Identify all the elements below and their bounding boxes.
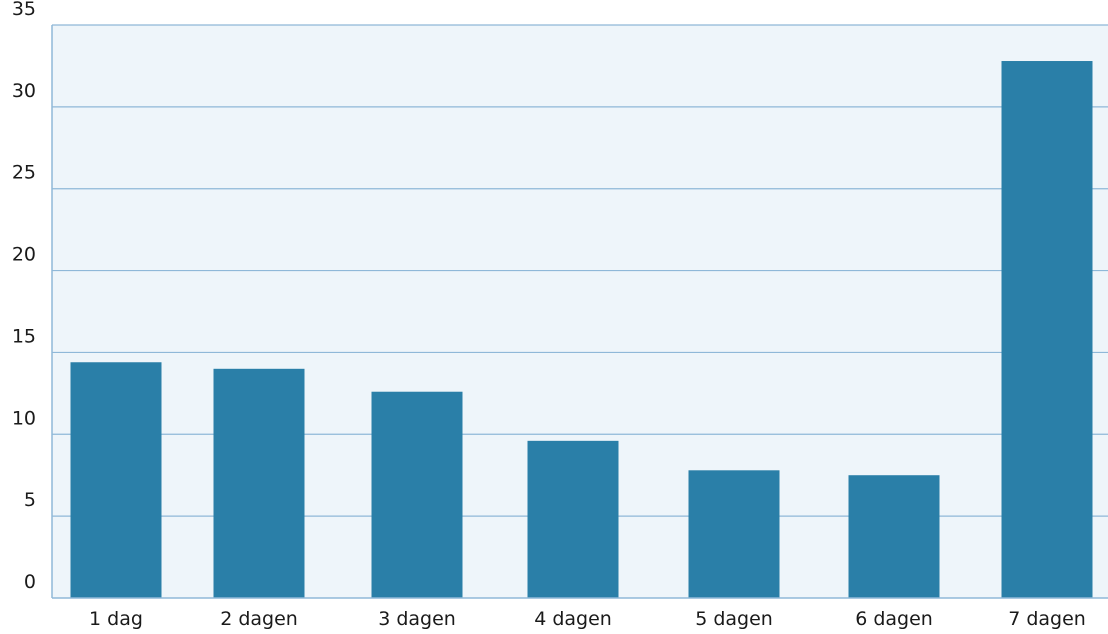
x-tick-label: 4 dagen [534, 608, 612, 630]
x-tick-labels: 1 dag 2 dagen 3 dagen 4 dagen 5 dagen 6 dagen… [89, 608, 1086, 630]
bars [70, 61, 1093, 598]
bar [688, 470, 780, 598]
y-tick-label: 25 [12, 162, 36, 184]
x-tick-label: 1 dag [89, 608, 143, 630]
bar [1001, 61, 1093, 598]
y-tick-label: 15 [12, 325, 36, 347]
x-tick-label: 2 dagen [220, 608, 298, 630]
x-tick-label: 3 dagen [378, 608, 456, 630]
y-tick-label: 5 [24, 489, 36, 511]
bar [213, 368, 305, 598]
y-tick-label: 0 [24, 571, 36, 593]
y-tick-label: 10 [12, 407, 36, 429]
x-tick-label: 5 dagen [695, 608, 773, 630]
y-tick-labels: 0 5 10 15 20 25 30 35 [12, 0, 36, 593]
y-tick-label: 20 [12, 244, 36, 266]
bar [371, 391, 463, 598]
bar [848, 475, 940, 598]
y-tick-label: 35 [12, 0, 36, 20]
bar [527, 440, 619, 598]
y-tick-label: 30 [12, 80, 36, 102]
bar [70, 362, 162, 598]
x-tick-label: 7 dagen [1008, 608, 1086, 630]
x-tick-label: 6 dagen [855, 608, 933, 630]
